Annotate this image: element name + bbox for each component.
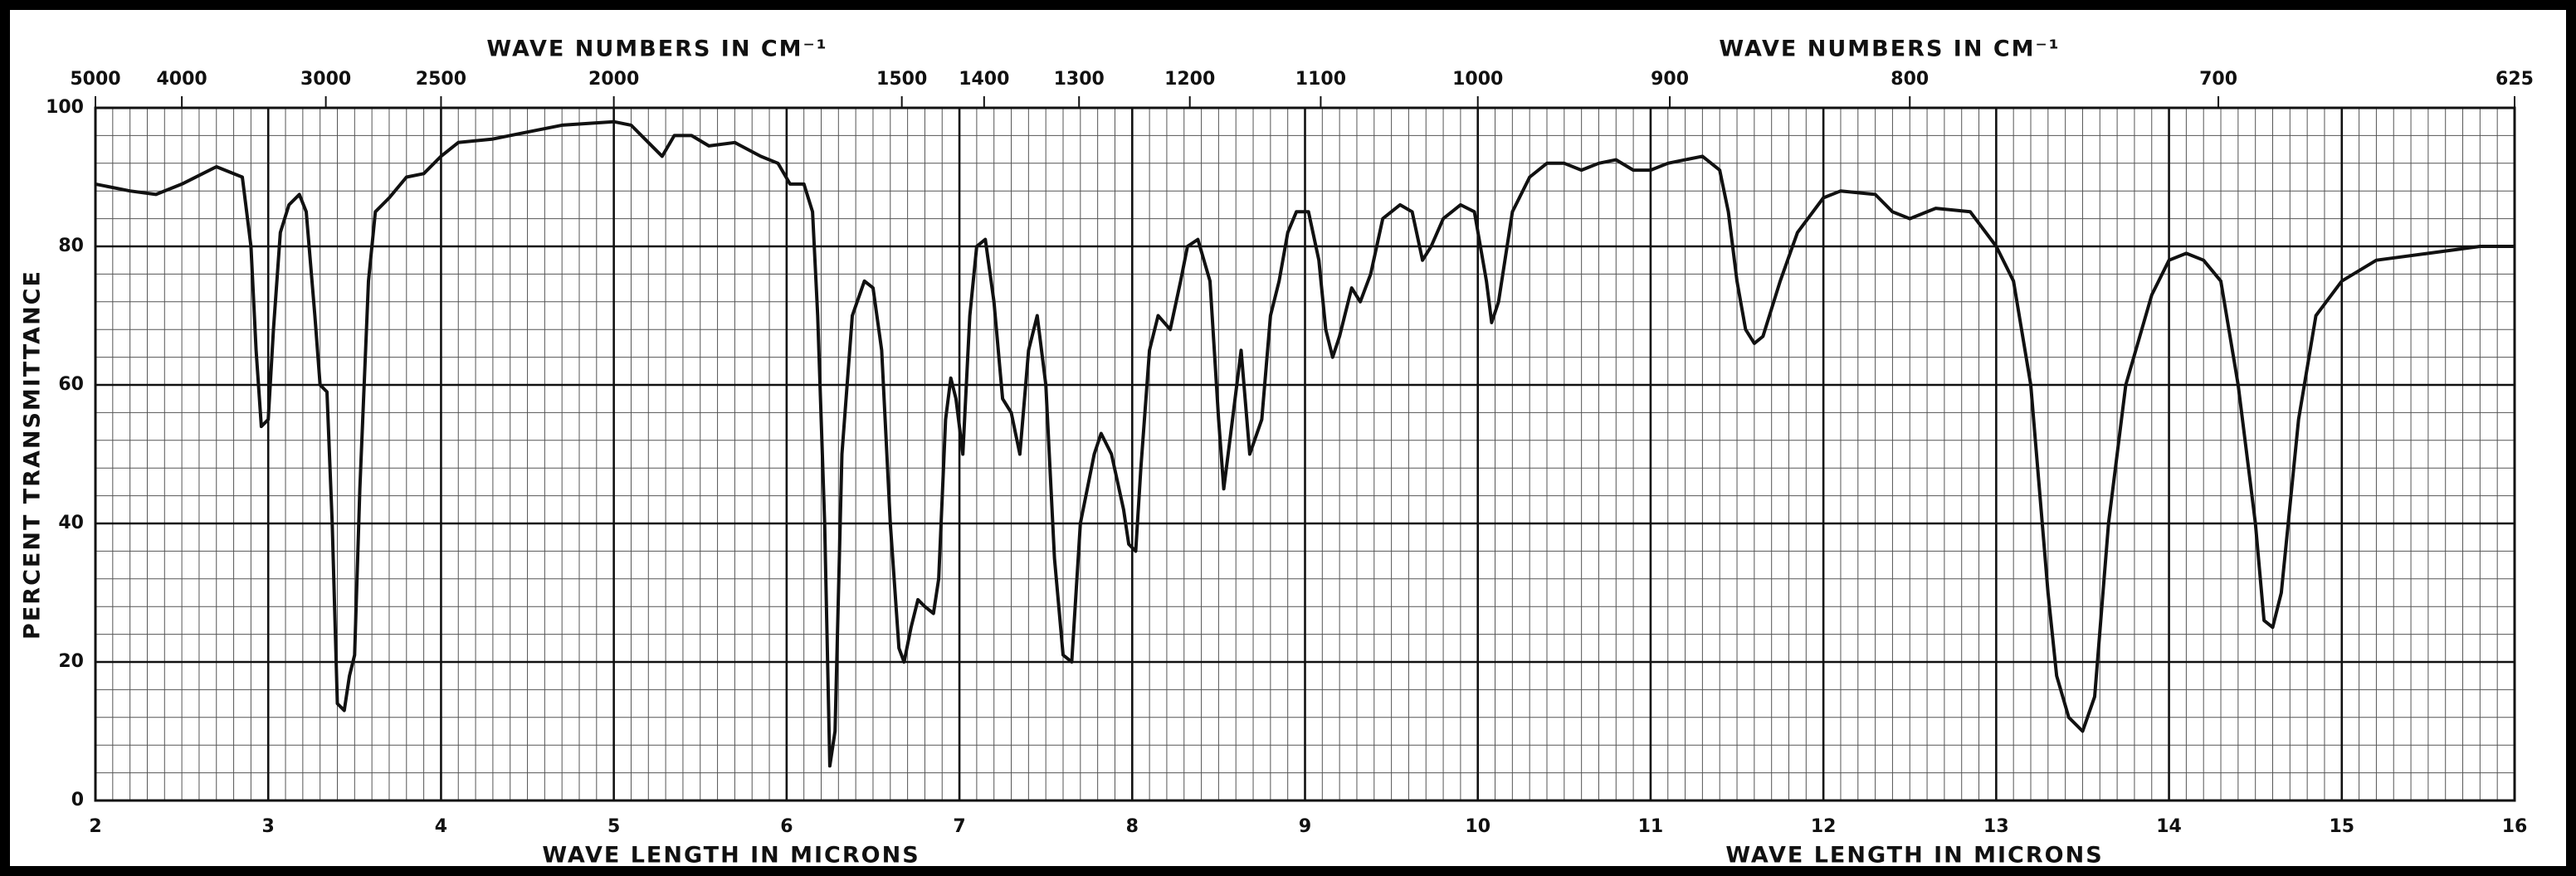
spectrum-line	[95, 119, 2515, 768]
x-tick-label: 8	[1126, 816, 1139, 837]
x2-tick-label: 1300	[1054, 69, 1105, 90]
y-tick-label: 0	[71, 790, 84, 810]
y-tick-label: 40	[58, 513, 84, 533]
x2-tick-label: 625	[2496, 69, 2534, 90]
x2-tick-label: 1400	[959, 69, 1009, 90]
x2-tick-label: 3000	[300, 69, 351, 90]
x2-tick-label: 2000	[588, 69, 639, 90]
x-tick-label: 15	[2329, 816, 2354, 837]
x-tick-label: 12	[1811, 816, 1837, 837]
x-tick-label: 2	[89, 816, 101, 837]
y-tick-label: 100	[46, 97, 84, 118]
y-axis-label: PERCENT TRANSMITTANCE	[20, 270, 46, 640]
x2-tick-label: 1200	[1164, 69, 1215, 90]
x-tick-label: 13	[1983, 816, 2009, 837]
x2-axis-label: WAVE NUMBERS IN CM⁻¹	[486, 36, 827, 62]
x-tick-label: 6	[780, 816, 793, 837]
x2-tick-label: 1000	[1452, 69, 1503, 90]
x-axis-label: WAVE LENGTH IN MICRONS	[542, 843, 920, 869]
x-tick-label: 10	[1465, 816, 1490, 837]
y-tick-label: 60	[58, 374, 84, 395]
plot-frame	[94, 106, 2516, 802]
x2-tick-label: 800	[1891, 69, 1929, 90]
x-tick-label: 9	[1299, 816, 1311, 837]
x2-tick-label: 900	[1651, 69, 1689, 90]
x-tick-label: 16	[2502, 816, 2528, 837]
x2-tick-label: 4000	[156, 69, 207, 90]
x-tick-label: 7	[953, 816, 965, 837]
x-tick-label: 3	[262, 816, 275, 837]
y-tick-label: 80	[58, 236, 84, 256]
x2-tick-label: 1500	[876, 69, 927, 90]
x-axis-label: WAVE LENGTH IN MICRONS	[1725, 843, 2103, 869]
x-tick-label: 5	[607, 816, 620, 837]
y-tick-label: 20	[58, 651, 84, 672]
x2-tick-label: 1100	[1295, 69, 1346, 90]
x-tick-label: 11	[1638, 816, 1664, 837]
x2-tick-label: 700	[2199, 69, 2237, 90]
x-tick-label: 4	[435, 816, 447, 837]
x2-tick-label: 5000	[70, 69, 120, 90]
x-tick-label: 14	[2156, 816, 2182, 837]
x2-axis-label: WAVE NUMBERS IN CM⁻¹	[1719, 36, 2060, 62]
x2-tick-label: 2500	[416, 69, 466, 90]
